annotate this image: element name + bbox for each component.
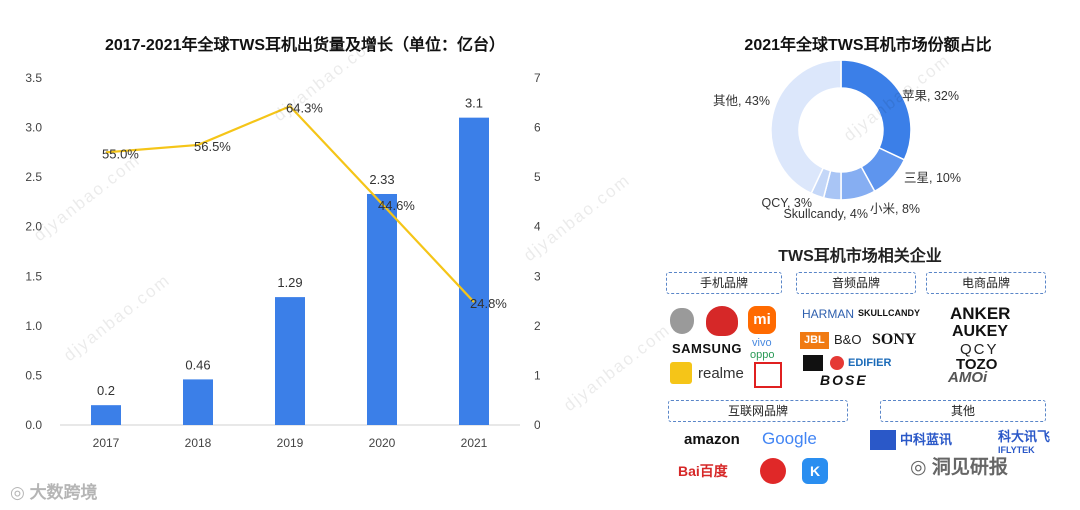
donut-slice [840, 59, 912, 161]
huawei-logo [706, 306, 738, 336]
mi-logo: mi [748, 306, 776, 334]
y-tick-label: 1.0 [25, 319, 42, 333]
growth-line [105, 104, 475, 303]
edifier-icon [830, 356, 844, 370]
y2-tick-label: 60% [534, 121, 540, 135]
oppo-logo: oppo [750, 349, 775, 361]
x-tick-label: 2017 [93, 436, 120, 450]
amoi-logo: AMOi [948, 369, 988, 386]
y2-tick-label: 10% [534, 368, 540, 382]
y2-tick-label: 20% [534, 319, 540, 333]
y-tick-label: 0.5 [25, 368, 42, 382]
line-data-label: 24.8% [470, 296, 507, 311]
slice-label: QCY, 3% [762, 196, 813, 210]
bar [91, 405, 121, 425]
tozo-logo: TOZO [956, 356, 998, 373]
edifier-logo: EDIFIER [848, 357, 892, 369]
slice-label: 小米, 8% [870, 202, 920, 216]
aukey-logo: AUKEY [952, 323, 1009, 340]
bar-data-label: 0.2 [97, 383, 115, 398]
baidu-logo: Bai百度 [678, 463, 728, 479]
bo-logo: B&O [834, 332, 862, 347]
vivo-logo: vivo [752, 337, 772, 349]
bar [275, 297, 305, 425]
y-tick-label: 2.5 [25, 170, 42, 184]
slice-label: 其他, 43% [713, 94, 770, 108]
iflytek-cn-logo: 科大讯飞 [998, 429, 1051, 444]
chart-title: 2017-2021年全球TWS耳机出货量及增长（单位：亿台） [105, 35, 505, 54]
harman-logo: HARMAN [802, 307, 855, 321]
y-tick-label: 3.0 [25, 121, 42, 135]
category-internet: 互联网品牌 [668, 400, 848, 422]
bar [459, 117, 489, 426]
y2-tick-label: 50% [534, 170, 540, 184]
source-left-text: 大数跨境 [29, 483, 98, 502]
line-data-label: 55.0% [102, 146, 139, 161]
bose-logo: BOSE [820, 372, 868, 388]
sony-logo: SONY [872, 331, 917, 348]
kugou-icon: K [802, 458, 828, 484]
wechat-icon: ◎ [10, 483, 30, 502]
source-watermark-right: ◎ 洞见研报 [910, 452, 1008, 479]
bar-data-label: 0.46 [185, 357, 210, 372]
y-tick-label: 0.0 [25, 418, 42, 432]
slices-layer: 苹果, 32% 三星, 10% 小米, 8%Skullcandy, 4%QCY, 3… [713, 59, 961, 221]
realme-icon [670, 362, 692, 384]
lanxun-icon [870, 430, 896, 450]
apple-logo [670, 308, 694, 334]
companies-title: TWS耳机市场相关企业 [778, 248, 942, 265]
amazon-logo: amazon [684, 431, 740, 448]
x-tick-label: 2018 [185, 436, 212, 450]
oneplus-logo [754, 362, 782, 388]
slice-label: 三星, 10% [904, 171, 961, 185]
y-tick-label: 3.5 [25, 71, 42, 85]
category-phone: 手机品牌 [666, 272, 782, 294]
category-ecommerce: 电商品牌 [926, 272, 1046, 294]
slice-label: 苹果, 32% [902, 89, 959, 103]
google-logo: Google [762, 429, 817, 448]
jbl-logo: JBL [800, 332, 829, 349]
sennheiser-logo [803, 355, 823, 371]
source-right-text: 洞见研报 [931, 457, 1008, 478]
category-audio: 音频品牌 [796, 272, 916, 294]
shipment-growth-chart: 2017-2021年全球TWS耳机出货量及增长（单位：亿台） 0.0 0.5 1.0… [25, 35, 540, 450]
realme-logo: realme [698, 365, 744, 382]
line-data-label: 56.5% [194, 139, 231, 154]
source-watermark-left: ◎ 大数跨境 [10, 478, 98, 503]
bar-data-label: 3.1 [465, 96, 483, 111]
pie-title: 2021年全球TWS耳机市场份额占比 [744, 35, 991, 54]
line-data-label: 44.6% [378, 198, 415, 213]
slice-label: Skullcandy, 4% [783, 207, 868, 221]
samsung-logo: SAMSUNG [672, 341, 742, 356]
qcy-logo: QCY [960, 341, 999, 358]
netease-music-icon [760, 458, 786, 484]
y2-tick-label: 70% [534, 71, 540, 85]
y-tick-label: 2.0 [25, 220, 42, 234]
y2-tick-label: 30% [534, 269, 540, 283]
category-other: 其他 [880, 400, 1046, 422]
x-tick-label: 2021 [461, 436, 488, 450]
lanxun-logo: 中科蓝讯 [900, 432, 953, 447]
wechat-icon: ◎ [910, 457, 932, 478]
bars-layer: 0.0 0.5 1.0 1.5 2.0 2.5 3.0 3.5 0% 10% 20% 30% 40% 50… [25, 71, 540, 450]
bar-data-label: 2.33 [369, 172, 394, 187]
iflytek-en-logo: IFLYTEK [998, 445, 1035, 455]
x-tick-label: 2020 [369, 436, 396, 450]
donut-slice [770, 59, 842, 195]
line-data-label: 64.3% [286, 100, 323, 115]
x-tick-label: 2019 [277, 436, 304, 450]
bar-data-label: 1.29 [277, 275, 302, 290]
market-share-chart: 2021年全球TWS耳机市场份额占比 苹果, 32% 三星, 10% 小米, 8%S… [713, 35, 992, 221]
watermark: djyanbao.com [560, 320, 675, 415]
skullcandy-logo: SKULLCANDY [858, 308, 920, 318]
anker-logo: ANKER [950, 304, 1011, 323]
bar [367, 193, 397, 425]
bar [183, 379, 213, 425]
y2-tick-label: 40% [534, 220, 540, 234]
y-tick-label: 1.5 [25, 269, 42, 283]
y2-tick-label: 0% [534, 418, 540, 432]
